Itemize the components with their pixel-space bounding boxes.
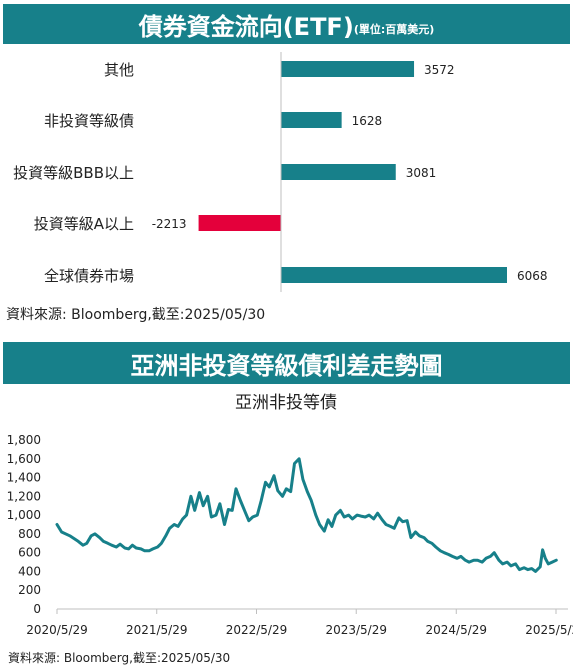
y-tick-label: 1,600 <box>7 452 41 466</box>
y-tick-label: 800 <box>18 527 41 541</box>
data-label: 6068 <box>517 269 548 283</box>
data-label: 1628 <box>352 114 383 128</box>
x-tick-label: 2020/5/29 <box>26 623 88 637</box>
x-tick-label: 2024/5/29 <box>425 623 487 637</box>
category-label: 非投資等級債 <box>44 112 134 130</box>
y-tick-label: 600 <box>18 546 41 560</box>
category-label: 投資等級A以上 <box>34 215 134 233</box>
x-tick-label: 2025/5/29 <box>525 623 573 637</box>
data-label: -2213 <box>152 217 187 231</box>
y-tick-label: 1,800 <box>7 433 41 447</box>
bar <box>281 61 415 77</box>
x-tick-label: 2022/5/29 <box>226 623 288 637</box>
y-tick-label: 200 <box>18 583 41 597</box>
data-label: 3572 <box>424 63 455 77</box>
y-tick-label: 1,200 <box>7 489 41 503</box>
fund-flow-bar-chart: 其他 3572 非投資等級債 1628 投資等級BBB以上 3081 投資等級A以上 -221… <box>13 52 548 292</box>
category-label: 其他 <box>104 61 134 79</box>
x-tick-label: 2023/5/29 <box>325 623 387 637</box>
bar <box>281 267 507 283</box>
spread-trend-banner: 亞洲非投資等級債利差走勢圖 <box>3 342 570 384</box>
bar <box>281 164 396 180</box>
fund-flow-source: 資料來源: Bloomberg,截至:2025/05/30 <box>6 307 266 323</box>
chart-title: 亞洲非投等債 <box>235 393 337 413</box>
y-tick-label: 1,000 <box>7 508 41 522</box>
data-label: 3081 <box>406 166 437 180</box>
y-tick-label: 0 <box>33 602 41 616</box>
spread-line-chart: 亞洲非投等債 0 200 400 600 800 1,000 1,200 1,400 1,600 1… <box>7 393 573 637</box>
fund-flow-unit: (單位:百萬美元) <box>353 23 435 36</box>
fund-flow-title: 債券資金流向(ETF) <box>138 12 354 41</box>
y-tick-label: 1,400 <box>7 471 41 485</box>
x-tick-label: 2021/5/29 <box>126 623 188 637</box>
category-label: 投資等級BBB以上 <box>13 164 134 182</box>
spread-series-line <box>55 457 558 573</box>
bar <box>281 112 342 128</box>
spread-source: 資料來源: Bloomberg,截至:2025/05/30 <box>8 651 231 665</box>
category-label: 全球債券市場 <box>44 267 134 285</box>
bar <box>198 215 281 231</box>
fund-flow-banner: 債券資金流向(ETF) (單位:百萬美元) <box>3 4 570 44</box>
y-tick-label: 400 <box>18 564 41 578</box>
